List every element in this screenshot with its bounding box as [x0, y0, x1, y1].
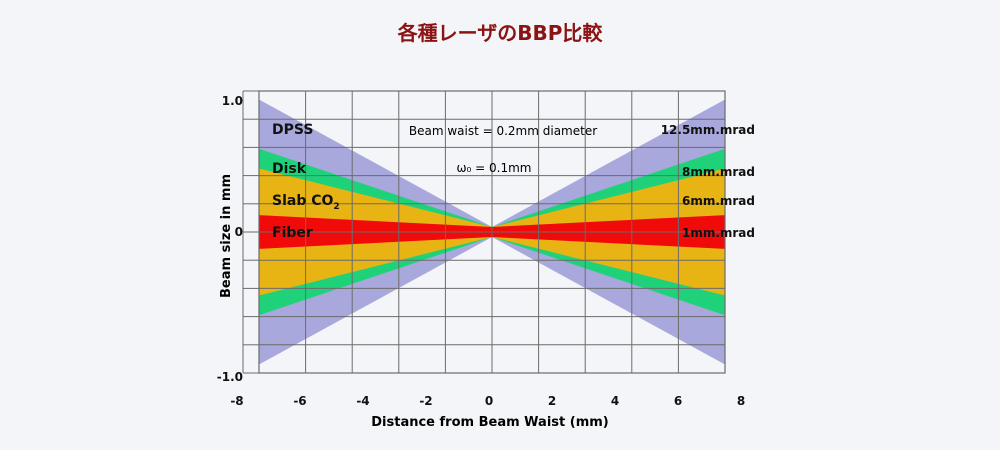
x-tick-label: 4: [611, 394, 619, 408]
y-tick-label: 1.0: [222, 94, 243, 108]
x-tick-label: -2: [419, 394, 432, 408]
annotation-omega: ω₀ = 0.1mm: [456, 161, 531, 175]
x-tick-label: -8: [230, 394, 243, 408]
series-labels: DPSS Disk Slab CO2 Fiber: [272, 122, 340, 241]
annotation-beam-waist: Beam waist = 0.2mm diameter: [409, 124, 597, 138]
annotations: Beam waist = 0.2mm diameter ω₀ = 0.1mm: [409, 124, 597, 175]
bpp-label-fiber: 1mm.mrad: [682, 226, 755, 240]
y-axis-ticks: 1.0 0 -1.0: [217, 94, 243, 384]
plot-area: DPSS Disk Slab CO2 Fiber 12.5mm.mrad 8mm.mra…: [242, 90, 755, 374]
series-label-disk: Disk: [272, 161, 307, 177]
x-tick-label: -6: [293, 394, 306, 408]
x-tick-label: -4: [356, 394, 369, 408]
page-title: 各種レーザのBBP比較: [397, 21, 604, 45]
x-axis-label: Distance from Beam Waist (mm): [371, 415, 608, 430]
x-tick-label: 6: [674, 394, 682, 408]
bpp-labels: 12.5mm.mrad 8mm.mrad 6mm.mrad 1mm.mrad: [661, 123, 755, 240]
bpp-label-slab: 6mm.mrad: [682, 194, 755, 208]
x-tick-label: 0: [485, 394, 493, 408]
series-label-dpss: DPSS: [272, 122, 313, 138]
y-axis-label: Beam size in mm: [219, 174, 234, 298]
y-tick-label: 0: [235, 225, 243, 239]
x-tick-label: 2: [548, 394, 556, 408]
series-label-slab: Slab CO2: [272, 193, 340, 212]
grid: [242, 90, 725, 374]
bpp-label-disk: 8mm.mrad: [682, 165, 755, 179]
x-tick-label: 8: [737, 394, 745, 408]
y-tick-label: -1.0: [217, 370, 243, 384]
plot-frame: [258, 90, 726, 374]
bpp-label-dpss: 12.5mm.mrad: [661, 123, 755, 137]
x-axis-ticks: -8 -6 -4 -2 0 2 4 6 8: [230, 394, 745, 408]
series-label-fiber: Fiber: [272, 225, 313, 241]
